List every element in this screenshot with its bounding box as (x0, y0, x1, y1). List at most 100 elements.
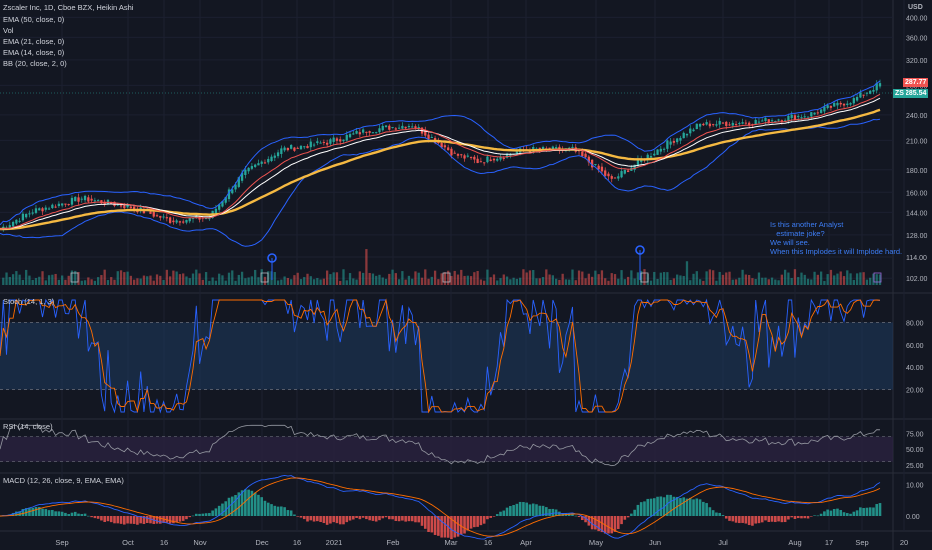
volume-bar (129, 275, 132, 285)
x-tick-label: Sep (55, 538, 68, 547)
candle-body (456, 154, 460, 156)
volume-bar (325, 270, 329, 285)
macd-tick: 10.00 (906, 482, 924, 489)
pin-marker (635, 245, 645, 255)
candle-body (51, 204, 54, 209)
macd-histogram-bar (214, 508, 218, 516)
candle-body (404, 126, 407, 129)
macd-histogram-bar (172, 516, 175, 524)
macd-histogram-bar (469, 516, 473, 529)
volume-bar (718, 271, 721, 285)
macd-line (0, 474, 881, 540)
candle-body (721, 122, 725, 124)
volume-bar (260, 269, 263, 285)
macd-histogram-bar (760, 516, 764, 523)
candle-body (221, 201, 224, 207)
volume-bar (823, 280, 826, 285)
macd-histogram-bar (391, 516, 394, 520)
volume-bar (600, 270, 604, 285)
candle-body (204, 218, 208, 220)
candle-body (276, 152, 280, 157)
volume-bar (656, 278, 659, 285)
macd-histogram-bar (201, 513, 205, 516)
macd-histogram-bar (433, 516, 437, 535)
macd-histogram-bar (361, 516, 365, 518)
volume-bar (31, 279, 34, 285)
candle-body (123, 205, 126, 209)
macd-histogram-bar (378, 516, 381, 521)
macd-histogram-bar (260, 497, 264, 516)
macd-histogram-bar (93, 516, 97, 519)
candle-body (358, 132, 361, 135)
volume-bar (463, 275, 466, 285)
macd-tick: 0.00 (906, 514, 920, 521)
volume-bar (862, 272, 865, 285)
volume-bar (227, 272, 231, 285)
y-tick-label: 180.00 (906, 168, 928, 175)
volume-bar (162, 279, 165, 285)
macd-histogram-bar (106, 516, 110, 522)
macd-histogram-bar (741, 516, 744, 523)
candle-body (329, 139, 332, 144)
volume-bar (411, 278, 414, 285)
x-tick-label: Jul (718, 538, 728, 547)
volume-bar (87, 277, 90, 285)
candle-body (702, 123, 705, 126)
macd-histogram-bar (70, 512, 74, 516)
x-tick-label: 2021 (326, 538, 343, 547)
y-tick-label: 210.00 (906, 138, 928, 145)
volume-bar (358, 271, 361, 285)
candle-body (267, 158, 270, 163)
y-tick-label: 160.00 (906, 190, 928, 197)
macd-histogram-bar (280, 506, 283, 516)
macd-histogram-bar (538, 505, 542, 516)
candle-body (18, 220, 21, 222)
candle-body (257, 163, 260, 166)
volume-bar (610, 273, 613, 285)
volume-bar (486, 269, 489, 285)
candle-body (819, 109, 823, 113)
volume-bar (872, 273, 875, 285)
macd-histogram-bar (319, 516, 322, 522)
stoch-tick: 80.00 (906, 320, 924, 327)
volume-bar (391, 269, 394, 285)
annotation-text: Is this another Analyst estimate joke? W… (770, 220, 903, 256)
volume-bar (581, 271, 584, 285)
volume-bar (568, 279, 571, 285)
legend-ema50: EMA (50, close, 0) (3, 15, 65, 24)
candle-body (715, 124, 718, 126)
volume-bar (757, 272, 761, 285)
candle-body (397, 127, 401, 129)
volume-bar (191, 273, 195, 285)
candle-body (319, 142, 322, 144)
candle-body (384, 125, 388, 128)
macd-histogram-bar (751, 516, 754, 526)
macd-histogram-bar (77, 513, 80, 516)
volume-bar (149, 275, 152, 285)
volume-bar (375, 275, 378, 285)
volume-bar (195, 269, 198, 285)
volume-bar (453, 270, 456, 285)
macd-histogram-bar (610, 516, 614, 534)
macd-histogram-bar (849, 513, 852, 516)
candle-body (672, 141, 676, 143)
candle-body (54, 206, 57, 208)
macd-histogram-bar (244, 489, 247, 516)
candle-body (414, 126, 417, 129)
macd-histogram-bar (221, 503, 224, 516)
macd-histogram-bar (790, 516, 793, 518)
rsi-tick: 75.00 (906, 431, 924, 438)
macd-histogram-bar (486, 516, 489, 520)
volume-bar (643, 269, 646, 285)
candle-body (669, 141, 672, 145)
macd-histogram-bar (646, 498, 650, 516)
macd-histogram-bar (18, 511, 21, 516)
macd-histogram-bar (194, 513, 198, 516)
macd-histogram-bar (257, 494, 260, 516)
candle-body (116, 204, 119, 206)
macd-histogram-bar (384, 516, 388, 518)
candle-body (738, 123, 741, 125)
candle-body (303, 146, 306, 148)
